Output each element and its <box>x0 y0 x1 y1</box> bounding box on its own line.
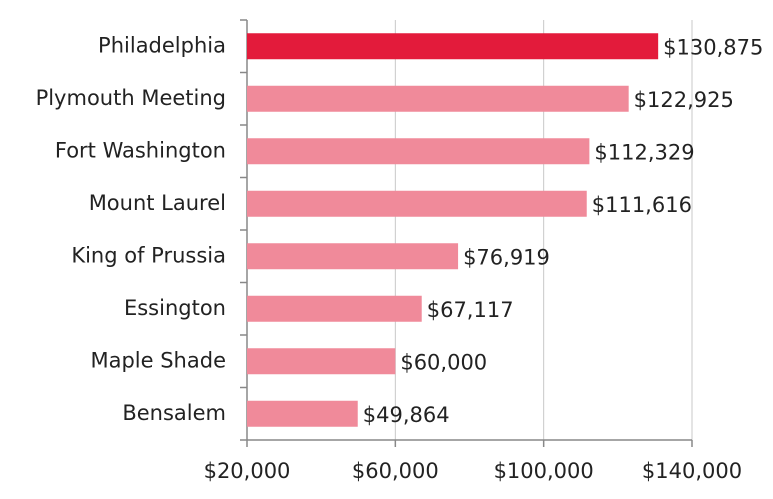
value-label: $111,616 <box>592 193 692 217</box>
bar <box>247 295 422 322</box>
bar <box>247 348 396 375</box>
value-label: $67,117 <box>427 298 514 322</box>
x-tick-label: $60,000 <box>352 459 439 483</box>
value-label: $49,864 <box>363 403 450 427</box>
y-tick-label: Fort Washington <box>55 138 226 162</box>
y-tick-label: Maple Shade <box>90 348 226 372</box>
value-label: $130,875 <box>663 35 763 59</box>
x-tick-label: $140,000 <box>642 459 742 483</box>
y-tick-label: Mount Laurel <box>89 191 226 215</box>
value-label: $60,000 <box>400 350 487 374</box>
value-label: $122,925 <box>634 88 734 112</box>
y-tick-label: Essington <box>124 296 226 320</box>
bar <box>247 85 629 112</box>
y-tick-label: Plymouth Meeting <box>36 86 226 110</box>
y-tick-label: King of Prussia <box>71 243 226 267</box>
x-tick-label: $20,000 <box>204 459 291 483</box>
y-tick-label: Philadelphia <box>98 33 226 57</box>
bar <box>247 138 590 165</box>
x-tick-label: $100,000 <box>494 459 594 483</box>
y-tick-label: Bensalem <box>122 401 226 425</box>
bar <box>247 243 459 270</box>
bar <box>247 400 358 427</box>
value-label: $112,329 <box>594 140 694 164</box>
bar <box>247 190 587 217</box>
value-label: $76,919 <box>463 245 550 269</box>
bar <box>247 33 659 60</box>
